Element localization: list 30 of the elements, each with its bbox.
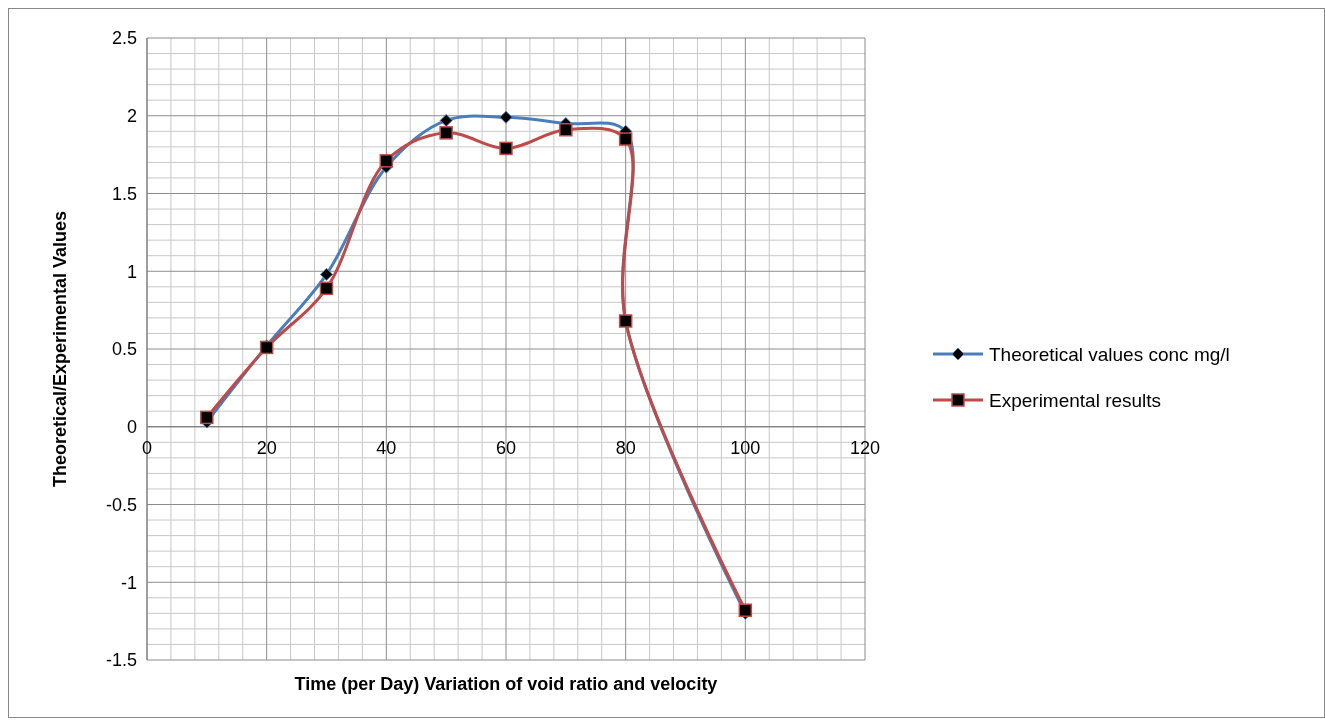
x-tick-label: 60 — [495, 437, 517, 458]
point — [439, 113, 453, 127]
x-axis-title: Time (per Day) Variation of void ratio and velocity — [294, 674, 718, 694]
y-tick-label: 2.5 — [111, 28, 137, 49]
point — [618, 132, 633, 146]
y-tick-label: 2 — [126, 106, 137, 127]
y-tick-label: -1.5 — [105, 650, 137, 671]
legend-label: Theoretical values conc mg/l — [989, 343, 1230, 365]
legend-label: Experimental results — [989, 389, 1162, 411]
x-tick-label: 20 — [256, 437, 277, 458]
y-tick-label: -1 — [120, 572, 137, 593]
point — [559, 123, 573, 137]
y-tick-label: 1 — [126, 261, 137, 282]
point — [319, 281, 334, 296]
y-tick-label: 0.5 — [111, 339, 137, 360]
x-tick-label: 40 — [376, 437, 397, 458]
point — [320, 267, 333, 281]
point — [379, 154, 394, 168]
point — [439, 126, 453, 140]
point — [499, 141, 513, 156]
point — [200, 410, 214, 425]
y-tick-label: 0 — [126, 417, 137, 438]
x-tick-label: 100 — [730, 437, 761, 458]
x-tick-label: 120 — [849, 437, 881, 458]
y-axis-title: Theoretical/Experimental Values — [50, 210, 70, 488]
y-tick-label: 1.5 — [111, 183, 137, 204]
x-tick-label: 0 — [141, 437, 153, 458]
y-tick-label: -0.5 — [105, 494, 137, 515]
x-tick-label: 80 — [615, 437, 636, 458]
point — [499, 110, 513, 124]
